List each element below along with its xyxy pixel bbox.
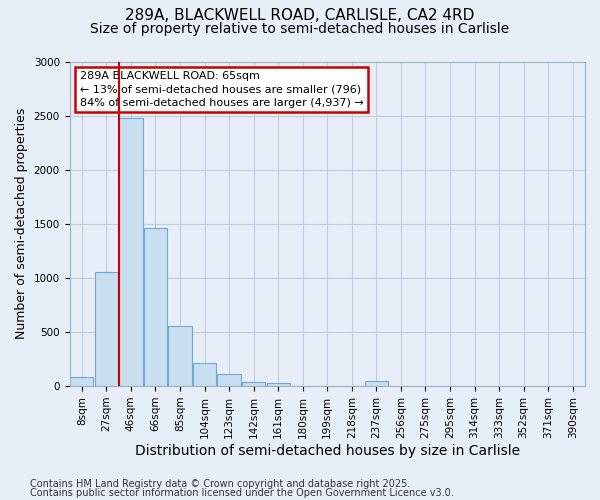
Bar (70, 378, 94, 386)
Bar (95, 272, 118, 386)
Bar (193, 364, 216, 386)
Text: 289A, BLACKWELL ROAD, CARLISLE, CA2 4RD: 289A, BLACKWELL ROAD, CARLISLE, CA2 4RD (125, 8, 475, 22)
X-axis label: Distribution of semi-detached houses by size in Carlisle: Distribution of semi-detached houses by … (135, 444, 520, 458)
Bar (217, 374, 241, 386)
Bar (169, 326, 191, 386)
Bar (266, 383, 290, 386)
Bar (119, 118, 143, 386)
Text: Contains public sector information licensed under the Open Government Licence v3: Contains public sector information licen… (30, 488, 454, 498)
Bar (365, 380, 388, 386)
Text: Contains HM Land Registry data © Crown copyright and database right 2025.: Contains HM Land Registry data © Crown c… (30, 479, 410, 489)
Text: Size of property relative to semi-detached houses in Carlisle: Size of property relative to semi-detach… (91, 22, 509, 36)
Bar (242, 382, 265, 386)
Y-axis label: Number of semi-detached properties: Number of semi-detached properties (15, 108, 28, 340)
Text: 289A BLACKWELL ROAD: 65sqm
← 13% of semi-detached houses are smaller (796)
84% o: 289A BLACKWELL ROAD: 65sqm ← 13% of semi… (80, 71, 364, 108)
Bar (144, 228, 167, 386)
